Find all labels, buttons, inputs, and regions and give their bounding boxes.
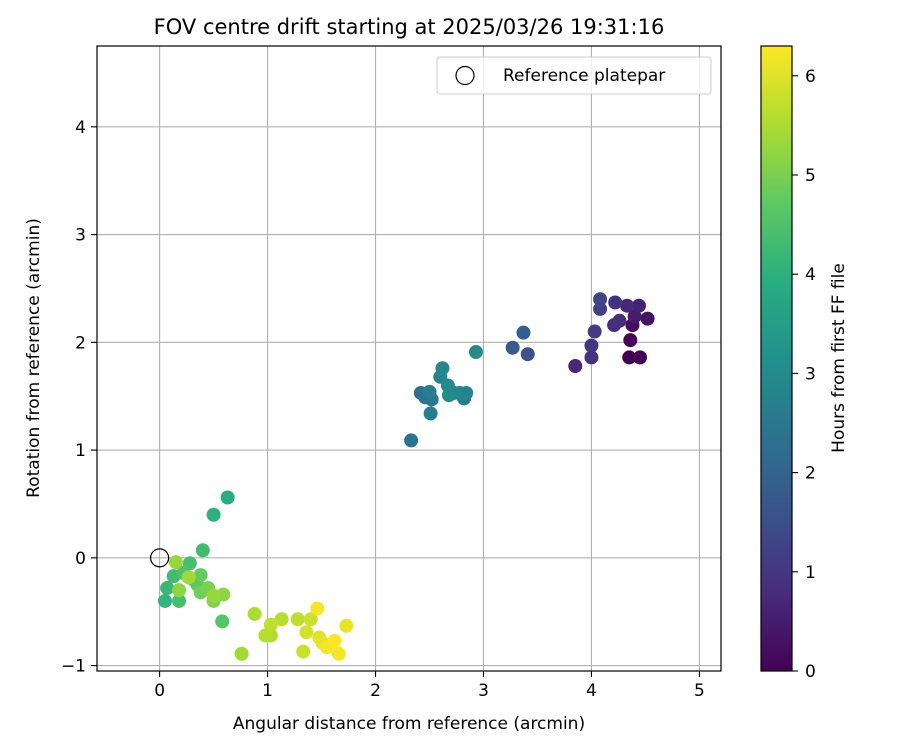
y-tick-label: −1 xyxy=(61,657,86,677)
data-point xyxy=(172,593,187,608)
colorbar-ticks: 0 1 2 3 4 5 6 xyxy=(792,67,816,682)
data-point xyxy=(627,309,642,324)
colorbar-tick-label: 0 xyxy=(805,662,816,682)
data-point xyxy=(160,581,175,596)
x-tick-label: 4 xyxy=(586,681,597,701)
data-point xyxy=(331,646,346,661)
data-point xyxy=(404,433,419,448)
data-point xyxy=(215,614,230,629)
data-point xyxy=(505,340,520,355)
data-point xyxy=(516,325,531,340)
data-point xyxy=(303,612,318,627)
data-point xyxy=(258,628,273,643)
data-point xyxy=(181,570,196,585)
y-axis-label: Rotation from reference (arcmin) xyxy=(24,218,44,498)
data-point xyxy=(622,350,637,365)
y-tick-label: 2 xyxy=(75,333,86,353)
data-point xyxy=(607,318,622,333)
data-point xyxy=(234,646,249,661)
legend-box xyxy=(436,56,712,95)
data-point xyxy=(441,388,456,403)
data-point xyxy=(468,345,483,360)
data-point xyxy=(584,350,599,365)
data-point xyxy=(168,555,183,570)
colorbar-tick-label: 3 xyxy=(805,364,816,384)
colorbar-label: Hours from first FF file xyxy=(829,263,849,453)
data-point xyxy=(299,625,314,640)
y-tick-label: 4 xyxy=(75,118,86,138)
data-point xyxy=(459,385,474,400)
data-point xyxy=(172,583,187,598)
data-point xyxy=(423,406,438,421)
data-point xyxy=(608,295,623,310)
x-axis-label: Angular distance from reference (arcmin) xyxy=(233,714,585,734)
data-point xyxy=(623,333,638,348)
data-point xyxy=(193,568,208,583)
data-point xyxy=(206,507,221,522)
data-point xyxy=(274,612,289,627)
data-points xyxy=(158,292,655,661)
y-tick-label: 1 xyxy=(75,441,86,461)
data-point xyxy=(631,298,646,313)
data-point xyxy=(640,311,655,326)
legend-marker-icon xyxy=(455,65,475,86)
colorbar-tick-label: 4 xyxy=(805,265,816,285)
data-point xyxy=(593,301,608,316)
data-point xyxy=(620,298,635,313)
colorbar xyxy=(760,45,793,672)
legend-label: Reference platepar xyxy=(503,66,665,86)
chart-title: FOV centre drift starting at 2025/03/26 … xyxy=(154,15,665,39)
x-tick-label: 1 xyxy=(262,681,273,701)
data-point xyxy=(587,324,602,339)
data-point xyxy=(263,617,278,632)
data-point xyxy=(633,350,648,365)
data-point xyxy=(296,644,311,659)
data-point xyxy=(290,612,305,627)
reference-point xyxy=(150,548,170,568)
data-point xyxy=(195,543,210,558)
data-point xyxy=(247,606,262,621)
plot-frame xyxy=(96,45,722,672)
x-tick-label: 2 xyxy=(370,681,381,701)
data-point xyxy=(158,593,173,608)
x-tick-label: 3 xyxy=(478,681,489,701)
data-point xyxy=(310,601,325,616)
y-tick-label: 0 xyxy=(75,549,86,569)
data-point xyxy=(206,588,221,603)
data-point xyxy=(339,618,354,633)
data-point xyxy=(327,633,342,648)
x-tick-label: 5 xyxy=(694,681,705,701)
data-point xyxy=(422,384,437,399)
data-point xyxy=(220,490,235,505)
colorbar-tick-label: 1 xyxy=(805,563,816,583)
y-tick-label: 3 xyxy=(75,226,86,246)
data-point xyxy=(568,359,583,374)
data-point xyxy=(520,347,535,362)
data-point xyxy=(435,361,450,376)
x-tick-label: 0 xyxy=(154,681,165,701)
colorbar-tick-label: 2 xyxy=(805,464,816,484)
colorbar-tick-label: 6 xyxy=(805,67,816,87)
colorbar-tick-label: 5 xyxy=(805,166,816,186)
data-point xyxy=(584,338,599,353)
data-point xyxy=(593,292,608,307)
legend: Reference platepar xyxy=(436,56,712,95)
axis-ticks: 0 1 2 3 4 5 −1 0 1 2 3 4 xyxy=(61,118,705,701)
